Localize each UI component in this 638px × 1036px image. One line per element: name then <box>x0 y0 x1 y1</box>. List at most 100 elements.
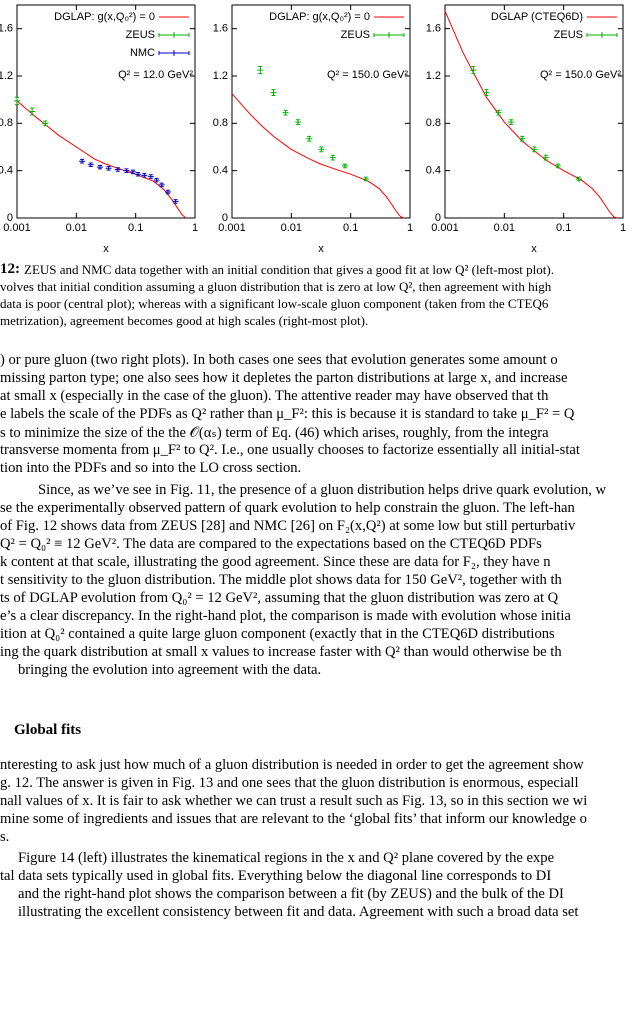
data-point <box>270 89 277 97</box>
x-tick-label: 0.001 <box>218 222 246 234</box>
caption-label: 12: <box>0 261 20 277</box>
y-tick-label: 0 <box>435 212 441 224</box>
body-line: of Fig. 12 shows data from ZEUS [28] and… <box>0 518 576 534</box>
data-point <box>129 169 136 175</box>
x-tick-label: 1 <box>192 222 198 234</box>
data-point <box>295 119 302 126</box>
data-point <box>575 176 582 182</box>
body-line: nteresting to ask just how much of a glu… <box>0 757 584 773</box>
body-line: e labels the scale of the PDFs as Q² rat… <box>0 406 575 422</box>
x-tick-label: 0.01 <box>66 222 87 234</box>
data-point <box>29 107 36 116</box>
data-point <box>542 154 549 161</box>
x-axis-label: x <box>103 243 109 255</box>
y-tick-label: 0.8 <box>213 117 228 129</box>
y-tick-label: 0 <box>7 212 13 224</box>
plot-frame <box>444 4 624 219</box>
data-point <box>519 135 526 142</box>
y-tick-label: 0 <box>222 212 228 224</box>
chart: 0 0.4 0.8 1.2 1.6 0.001 0.01 0.1 1 x DGLAP (CTEQ6D… <box>426 4 626 255</box>
x-tick-label: 0.01 <box>494 222 515 234</box>
data-point <box>105 166 112 171</box>
x-tick-label: 0.001 <box>431 222 459 234</box>
body-line: Since, as we’ve see in Fig. 11, the pres… <box>38 482 607 498</box>
data-point <box>123 168 130 173</box>
body-line: nall values of x. It is fair to ask whet… <box>0 793 588 809</box>
data-point <box>164 189 171 195</box>
caption-line: volves that initial condition assuming a… <box>0 279 552 294</box>
body-line: transverse momenta from μ_F² to Q². I.e.… <box>0 442 580 458</box>
y-tick-label: 1.6 <box>426 23 441 35</box>
body-line: k content at that scale, illustrating th… <box>0 554 551 570</box>
caption-line: ZEUS and NMC data together with an initi… <box>24 262 554 277</box>
y-tick-label: 1.2 <box>0 70 13 82</box>
data-point <box>508 119 515 126</box>
body-line: t sensitivity to the gluon distribution.… <box>0 572 562 588</box>
annotation: Q² = 150.0 GeV² <box>540 69 621 81</box>
legend-label: NMC <box>130 47 155 59</box>
data-point <box>483 89 490 97</box>
legend-label: ZEUS <box>341 29 370 41</box>
x-tick-label: 0.001 <box>3 222 31 234</box>
chart: 0 0.4 0.8 1.2 1.6 0.001 0.01 0.1 1 x DGLAP: g(x,Q₀… <box>213 4 413 255</box>
data-point <box>306 135 313 142</box>
data-point <box>318 146 325 153</box>
body-line: Figure 14 (left) illustrates the kinemat… <box>18 850 555 866</box>
legend-label: DGLAP (CTEQ6D) <box>491 11 583 23</box>
data-point <box>96 164 103 170</box>
legend-label: DGLAP: g(x,Q₀²) = 0 <box>269 11 370 23</box>
x-axis-label: x <box>318 243 324 255</box>
body-line: ition at Q₀² contained a quite large glu… <box>0 626 555 642</box>
x-tick-label: 1 <box>407 222 413 234</box>
data-point <box>495 109 502 116</box>
body-line: g. 12. The answer is given in Fig. 13 an… <box>0 775 579 791</box>
data-point <box>172 199 179 204</box>
body-line: illustrating the excellent consistency b… <box>18 904 579 920</box>
body-line: ) or pure gluon (two right plots). In bo… <box>0 352 558 368</box>
y-tick-label: 0.4 <box>426 165 441 177</box>
data-point <box>114 167 121 172</box>
data-point <box>554 163 561 169</box>
data-point <box>87 162 94 168</box>
data-point <box>42 120 49 127</box>
curve <box>231 93 405 219</box>
annotation: Q² = 12.0 GeV² <box>118 69 193 81</box>
body-line: se the experimentally observed pattern o… <box>0 500 575 516</box>
plot-frame <box>231 4 411 219</box>
caption-line: data is poor (central plot); whereas wit… <box>0 296 549 311</box>
legend-swatch <box>373 32 405 38</box>
curve <box>444 10 618 219</box>
curve <box>16 100 187 219</box>
annotation: Q² = 150.0 GeV² <box>327 69 408 81</box>
legend-label: DGLAP: g(x,Q₀²) = 0 <box>54 11 155 23</box>
body-line: ts of DGLAP evolution from Q₀² = 12 GeV²… <box>0 590 559 606</box>
body-line: tion into the PDFs and so into the LO cr… <box>0 460 302 476</box>
x-tick-label: 0.1 <box>128 222 143 234</box>
body-line: s. <box>0 829 10 845</box>
body-line: ing the quark distribution at small x va… <box>0 644 562 660</box>
body-line: Q² = Q₀² ≡ 12 GeV². The data are compare… <box>0 536 542 552</box>
body-line: mine some of ingredients and issues that… <box>0 811 587 827</box>
body-line: at small x (especially in the case of th… <box>0 388 549 404</box>
chart: 0 0.4 0.8 1.2 1.6 0.001 0.01 0.1 1 x DGLAP: g(x,Q₀… <box>0 4 198 255</box>
y-tick-label: 0.8 <box>0 117 13 129</box>
x-tick-label: 1 <box>620 222 626 234</box>
y-tick-label: 1.2 <box>213 70 228 82</box>
data-point <box>362 176 369 182</box>
data-point <box>135 171 142 177</box>
data-point <box>147 174 154 179</box>
body-line: missing parton type; one also sees how i… <box>0 370 568 386</box>
section-heading: Global fits <box>14 722 82 738</box>
legend-swatch <box>158 50 190 56</box>
data-point <box>329 154 336 161</box>
caption-line: metrization), agreement becomes good at … <box>0 313 369 328</box>
data-point <box>282 109 289 116</box>
legend-label: ZEUS <box>126 29 155 41</box>
body-line: bringing the evolution into agreement wi… <box>18 662 322 678</box>
data-point <box>531 146 538 153</box>
data-point <box>341 163 348 169</box>
legend-swatch <box>586 32 618 38</box>
y-tick-label: 1.2 <box>426 70 441 82</box>
figure: 0 0.4 0.8 1.2 1.6 0.001 0.01 0.1 1 x DGLAP: g(x,Q₀… <box>0 4 626 255</box>
